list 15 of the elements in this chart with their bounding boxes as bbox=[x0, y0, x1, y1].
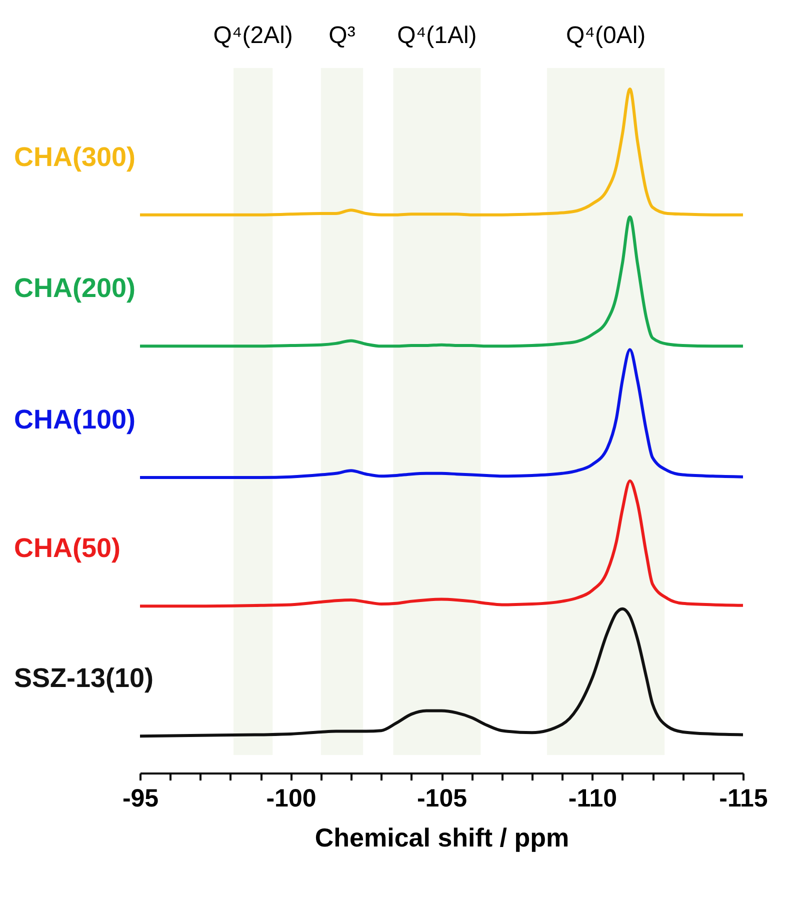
x-tick-label: -95 bbox=[122, 784, 159, 812]
series-label: CHA(50) bbox=[14, 533, 121, 564]
x-tick-label: -115 bbox=[719, 784, 768, 812]
x-axis-title: Chemical shift / ppm bbox=[314, 822, 570, 852]
band-label: Q⁴(2Al) bbox=[213, 22, 293, 49]
series-label: CHA(200) bbox=[14, 273, 136, 304]
band-label: Q⁴(1Al) bbox=[397, 22, 477, 49]
x-tick-label: -105 bbox=[416, 784, 468, 812]
series-label: CHA(100) bbox=[14, 404, 136, 435]
band-label: Q⁴(0Al) bbox=[566, 22, 646, 49]
x-tick-label: -100 bbox=[266, 784, 316, 812]
band-label: Q³ bbox=[328, 22, 356, 49]
series-label: SSZ-13(10) bbox=[14, 663, 154, 694]
series-label: CHA(300) bbox=[14, 142, 136, 172]
x-tick-label: -110 bbox=[568, 784, 618, 812]
